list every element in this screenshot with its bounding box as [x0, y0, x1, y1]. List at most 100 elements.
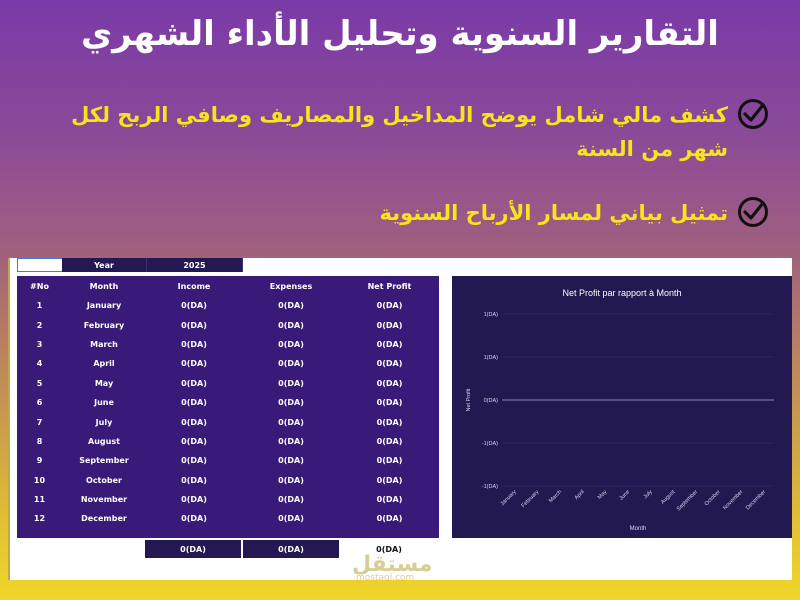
net-profit-chart: Net Profit par rapport à Month 1(DA) 1(DA)… [452, 276, 792, 538]
row-expenses[interactable]: 0(DA) [278, 378, 304, 388]
row-month[interactable]: March [90, 339, 118, 349]
spreadsheet-screenshot: Year 2025 #No Month Income Expenses Net … [10, 258, 792, 580]
row-net-profit[interactable]: 0(DA) [376, 339, 403, 349]
row-month[interactable]: June [94, 398, 114, 408]
year-value[interactable]: 2025 [147, 258, 243, 272]
year-row: Year 2025 [62, 258, 243, 272]
row-month[interactable]: July [95, 417, 113, 427]
row-month[interactable]: October [86, 475, 122, 485]
table-row: 4 April 0(DA) 0(DA) 0(DA) [17, 354, 439, 373]
table-row: 1 January 0(DA) 0(DA) 0(DA) [17, 296, 439, 315]
row-no[interactable]: 11 [33, 495, 46, 505]
row-income[interactable]: 0(DA) [181, 339, 207, 349]
table-row: 9 September 0(DA) 0(DA) 0(DA) [17, 451, 439, 470]
x-tick-label: April [574, 489, 586, 501]
check-circle-icon [738, 99, 768, 129]
feature-bullet-1: كشف مالي شامل يوضح المداخيل والمصاريف وص… [28, 98, 768, 166]
row-net-profit[interactable]: 0(DA) [376, 301, 403, 311]
table-header-row: #No Month Income Expenses Net Profit [17, 276, 439, 296]
row-no[interactable]: 12 [33, 514, 46, 524]
row-month[interactable]: May [94, 378, 114, 388]
monthly-table: #No Month Income Expenses Net Profit 1 Ja… [17, 276, 439, 538]
row-expenses[interactable]: 0(DA) [278, 398, 304, 408]
row-no[interactable]: 8 [36, 436, 43, 446]
y-tick-label: 1(DA) [484, 355, 499, 361]
row-no[interactable]: 4 [36, 359, 43, 369]
row-expenses[interactable]: 0(DA) [278, 475, 304, 485]
row-income[interactable]: 0(DA) [181, 514, 207, 524]
row-income[interactable]: 0(DA) [181, 436, 207, 446]
row-month[interactable]: December [81, 514, 127, 524]
row-expenses[interactable]: 0(DA) [278, 495, 304, 505]
x-tick-label: September [676, 489, 699, 512]
row-no[interactable]: 5 [36, 378, 43, 388]
row-expenses[interactable]: 0(DA) [278, 456, 304, 466]
row-expenses[interactable]: 0(DA) [278, 320, 304, 330]
row-net-profit[interactable]: 0(DA) [376, 475, 403, 485]
row-income[interactable]: 0(DA) [181, 417, 207, 427]
row-no[interactable]: 10 [33, 475, 46, 485]
header-month: Month [89, 281, 119, 291]
y-axis-label: Net Profit [466, 388, 472, 411]
row-net-profit[interactable]: 0(DA) [376, 398, 403, 408]
row-net-profit[interactable]: 0(DA) [376, 514, 403, 524]
row-month[interactable]: February [83, 320, 125, 330]
row-no[interactable]: 1 [36, 301, 43, 311]
feature-bullet-2: تمثيل بياني لمسار الأرباح السنوية [379, 196, 768, 230]
row-income[interactable]: 0(DA) [181, 378, 207, 388]
feature-bullet-text: تمثيل بياني لمسار الأرباح السنوية [379, 201, 728, 225]
table-row: 12 December 0(DA) 0(DA) 0(DA) [17, 509, 439, 528]
row-income[interactable]: 0(DA) [181, 475, 207, 485]
x-tick-label: February [521, 489, 541, 509]
header-net-profit: Net Profit [367, 281, 412, 291]
row-net-profit[interactable]: 0(DA) [376, 436, 403, 446]
x-tick-label: July [643, 489, 654, 500]
row-net-profit[interactable]: 0(DA) [376, 417, 403, 427]
table-row: 3 March 0(DA) 0(DA) 0(DA) [17, 335, 439, 354]
row-month[interactable]: November [80, 495, 128, 505]
total-expenses: 0(DA) [243, 540, 339, 558]
row-income[interactable]: 0(DA) [181, 495, 207, 505]
row-expenses[interactable]: 0(DA) [278, 417, 304, 427]
row-expenses[interactable]: 0(DA) [278, 339, 304, 349]
row-expenses[interactable]: 0(DA) [278, 301, 304, 311]
row-no[interactable]: 6 [36, 398, 43, 408]
row-income[interactable]: 0(DA) [181, 320, 207, 330]
row-expenses[interactable]: 0(DA) [278, 436, 304, 446]
row-net-profit[interactable]: 0(DA) [376, 320, 403, 330]
row-net-profit[interactable]: 0(DA) [376, 378, 403, 388]
selected-cell[interactable] [17, 258, 63, 272]
x-axis-label: Month [630, 526, 647, 532]
row-expenses[interactable]: 0(DA) [278, 359, 304, 369]
row-income[interactable]: 0(DA) [181, 456, 207, 466]
row-month[interactable]: April [93, 359, 115, 369]
row-income[interactable]: 0(DA) [181, 301, 207, 311]
row-no[interactable]: 9 [36, 456, 43, 466]
row-no[interactable]: 2 [36, 320, 43, 330]
row-month[interactable]: September [79, 456, 129, 466]
row-net-profit[interactable]: 0(DA) [376, 456, 403, 466]
watermark-logo: مستقل [352, 552, 433, 577]
row-net-profit[interactable]: 0(DA) [376, 495, 403, 505]
row-no[interactable]: 3 [36, 339, 43, 349]
row-expenses[interactable]: 0(DA) [278, 514, 304, 524]
row-month[interactable]: August [88, 436, 120, 446]
x-tick-label: October [704, 489, 722, 507]
row-month[interactable]: January [86, 301, 122, 311]
x-tick-label: January [500, 489, 518, 507]
y-tick-label: -1(DA) [482, 441, 498, 447]
table-row: 5 May 0(DA) 0(DA) 0(DA) [17, 374, 439, 393]
check-circle-icon [738, 197, 768, 227]
page-title: التقارير السنوية وتحليل الأداء الشهري [81, 14, 719, 54]
header-expenses: Expenses [269, 281, 313, 291]
header-income: Income [177, 281, 211, 291]
row-no[interactable]: 7 [36, 417, 43, 427]
row-income[interactable]: 0(DA) [181, 398, 207, 408]
totals-row: 0(DA) 0(DA) 0(DA) [145, 540, 439, 558]
table-row: 11 November 0(DA) 0(DA) 0(DA) [17, 490, 439, 509]
x-tick-label: November [722, 489, 744, 511]
row-income[interactable]: 0(DA) [181, 359, 207, 369]
row-net-profit[interactable]: 0(DA) [376, 359, 403, 369]
year-label: Year [62, 258, 147, 272]
feature-bullet-text: كشف مالي شامل يوضح المداخيل والمصاريف وص… [71, 103, 728, 161]
